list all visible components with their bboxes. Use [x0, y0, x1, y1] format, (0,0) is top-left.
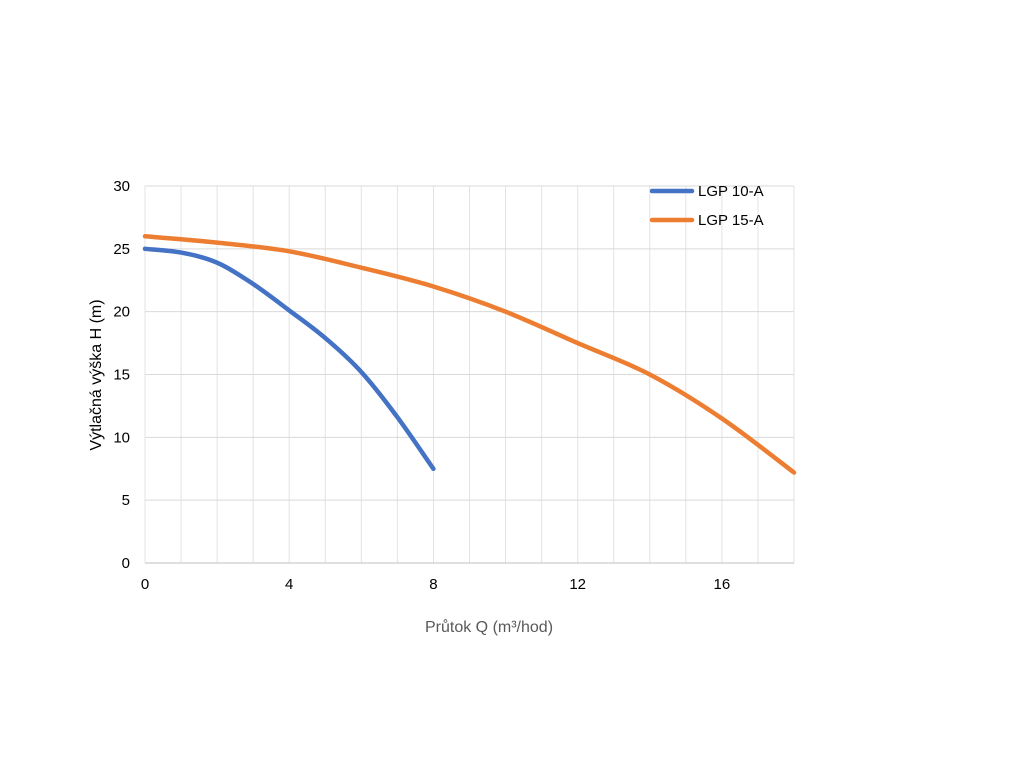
legend-label-1: LGP 10-A: [698, 183, 764, 200]
y-tick-label: 0: [122, 555, 130, 572]
y-tick-label: 5: [122, 492, 130, 509]
y-tick-label: 10: [113, 429, 130, 446]
y-tick-label: 15: [113, 367, 130, 384]
y-axis-title: Výtlačná výška H (m): [88, 299, 105, 450]
y-tick-label: 30: [113, 178, 130, 195]
x-tick-label: 16: [714, 576, 731, 593]
legend: LGP 10-A LGP 15-A: [649, 183, 764, 229]
x-tick-labels: 0 4 8 12 16: [141, 576, 730, 593]
x-tick-label: 0: [141, 576, 149, 593]
x-tick-label: 12: [569, 576, 586, 593]
grid: [144, 185, 795, 564]
x-tick-label: 4: [285, 576, 293, 593]
x-axis-title: Průtok Q (m³/hod): [425, 618, 553, 636]
series-line-2: [142, 234, 797, 475]
series-group: [142, 234, 797, 475]
series-line-1: [142, 246, 436, 472]
y-tick-label: 20: [113, 304, 130, 321]
x-tick-label: 8: [429, 576, 437, 593]
y-tick-labels: 0 5 10 15 20 25 30: [113, 178, 130, 572]
legend-label-2: LGP 15-A: [698, 212, 764, 229]
y-tick-label: 25: [113, 241, 130, 258]
